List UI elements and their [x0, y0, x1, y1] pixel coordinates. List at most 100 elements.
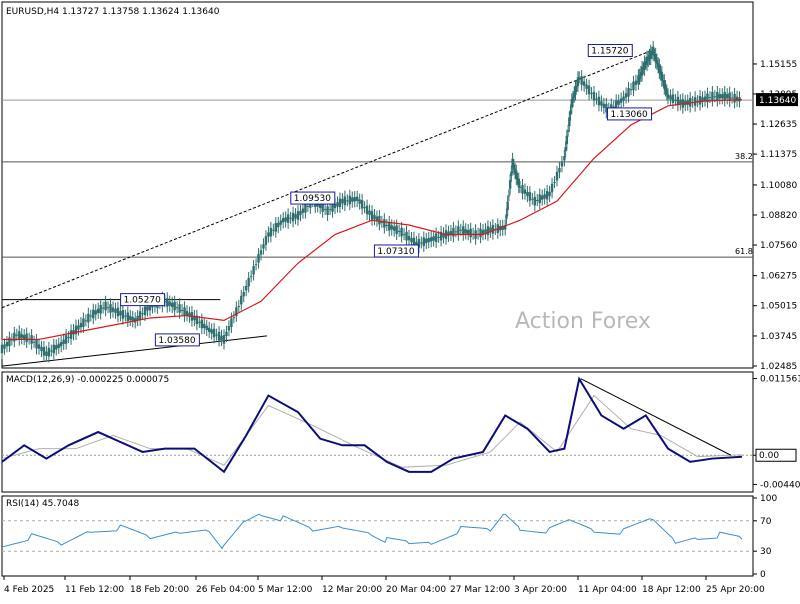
candle-body — [119, 311, 122, 316]
candle-body — [564, 146, 567, 152]
candle-body — [536, 199, 539, 201]
candle-body — [645, 56, 649, 66]
candle-body — [417, 238, 421, 248]
candle-body — [131, 317, 134, 322]
candle-body — [703, 96, 707, 101]
candle-body — [3, 344, 6, 349]
candle-body — [545, 190, 549, 200]
candle-body — [653, 54, 656, 56]
x-tick-label: 18 Feb 20:00 — [130, 585, 189, 595]
candle-body — [79, 322, 83, 328]
candle-body — [665, 90, 668, 95]
candle-body — [82, 318, 85, 328]
candle-body — [64, 335, 68, 344]
candle-body — [517, 178, 520, 188]
candle-body — [558, 168, 561, 173]
fib-label: 38.2 — [735, 152, 753, 161]
candle-body — [358, 199, 361, 204]
candle-body — [235, 307, 238, 316]
candle-body — [390, 225, 393, 230]
candle-body — [566, 130, 570, 132]
candle-body — [104, 301, 107, 311]
candle-body — [649, 50, 652, 60]
candle-body — [257, 254, 260, 263]
candle-body — [306, 205, 310, 207]
candle-body — [363, 207, 366, 209]
price-annotation-box — [154, 333, 200, 347]
candle-body — [518, 186, 522, 188]
candle-body — [400, 227, 403, 237]
candle-body — [612, 106, 615, 108]
candle-body — [578, 77, 581, 79]
candle-body — [576, 77, 580, 86]
price-annotation-box — [373, 244, 419, 258]
macd-tick-label: 0.011561 — [760, 375, 800, 385]
candle-body — [543, 194, 546, 199]
candle-body — [92, 309, 95, 319]
candle-body — [693, 97, 697, 106]
candle-body — [173, 301, 176, 311]
candle-body — [676, 96, 680, 106]
candle-body — [491, 225, 495, 234]
candle-body — [666, 94, 670, 99]
price-panel — [1, 1, 754, 369]
candle-body — [380, 221, 384, 223]
candle-body — [272, 229, 275, 231]
candle-body — [47, 347, 51, 357]
candle-body — [222, 335, 226, 344]
candle-body — [5, 342, 9, 347]
price-tick-label: 1.15155 — [760, 60, 797, 70]
watermark: Action Forex — [515, 309, 651, 334]
candle-body — [247, 277, 250, 287]
x-axis: 4 Feb 2025 11 Feb 12:00 18 Feb 20:00 26 Feb… — [3, 576, 765, 595]
candle-body — [360, 200, 364, 209]
candle-body — [508, 180, 512, 189]
candle-body — [716, 91, 719, 101]
price-tick-label: 1.08820 — [760, 211, 797, 221]
candle-body — [346, 200, 349, 202]
candle-body — [94, 310, 97, 315]
candle-body — [481, 230, 485, 235]
candle-body — [713, 96, 717, 98]
candle-body — [585, 84, 588, 89]
candle-body — [449, 230, 453, 236]
candle-body — [563, 156, 566, 161]
candle-body — [654, 53, 657, 63]
candle-body — [301, 208, 305, 213]
candle-body — [188, 312, 191, 317]
candle-body — [397, 230, 401, 232]
macd-panel — [1, 371, 754, 493]
macd-line — [1, 376, 743, 474]
candle-body — [106, 307, 110, 309]
rsi-title: RSI(14) 45.7048 — [6, 499, 79, 509]
candle-body — [50, 350, 53, 352]
candle-body — [368, 210, 371, 215]
x-tick-label: 18 Apr 12:00 — [642, 585, 701, 595]
candle-body — [624, 93, 628, 98]
candle-body — [735, 96, 739, 101]
candle-body — [116, 307, 120, 317]
candle-body — [434, 233, 438, 243]
candle-body — [708, 97, 712, 99]
candle-body — [55, 345, 58, 350]
candle-body — [553, 182, 556, 184]
candle-body — [605, 103, 608, 113]
candle-body — [286, 214, 290, 223]
candle-body — [42, 347, 46, 356]
candle-body — [523, 189, 527, 194]
candle-body — [136, 315, 139, 321]
candle-body — [644, 62, 647, 64]
candle-body — [711, 91, 714, 101]
candle-body — [619, 98, 623, 103]
candle-body — [595, 98, 598, 100]
candle-body — [674, 99, 677, 101]
candle-body — [341, 199, 344, 204]
candle-body — [124, 315, 127, 317]
rsi-tick-label: 0 — [760, 570, 766, 580]
candle-body — [249, 276, 253, 278]
candle-body — [663, 80, 666, 89]
candle-body — [67, 337, 70, 339]
candle-body — [590, 93, 593, 95]
macd-tick-label: -0.004405 — [760, 480, 800, 490]
candle-body — [634, 80, 638, 85]
